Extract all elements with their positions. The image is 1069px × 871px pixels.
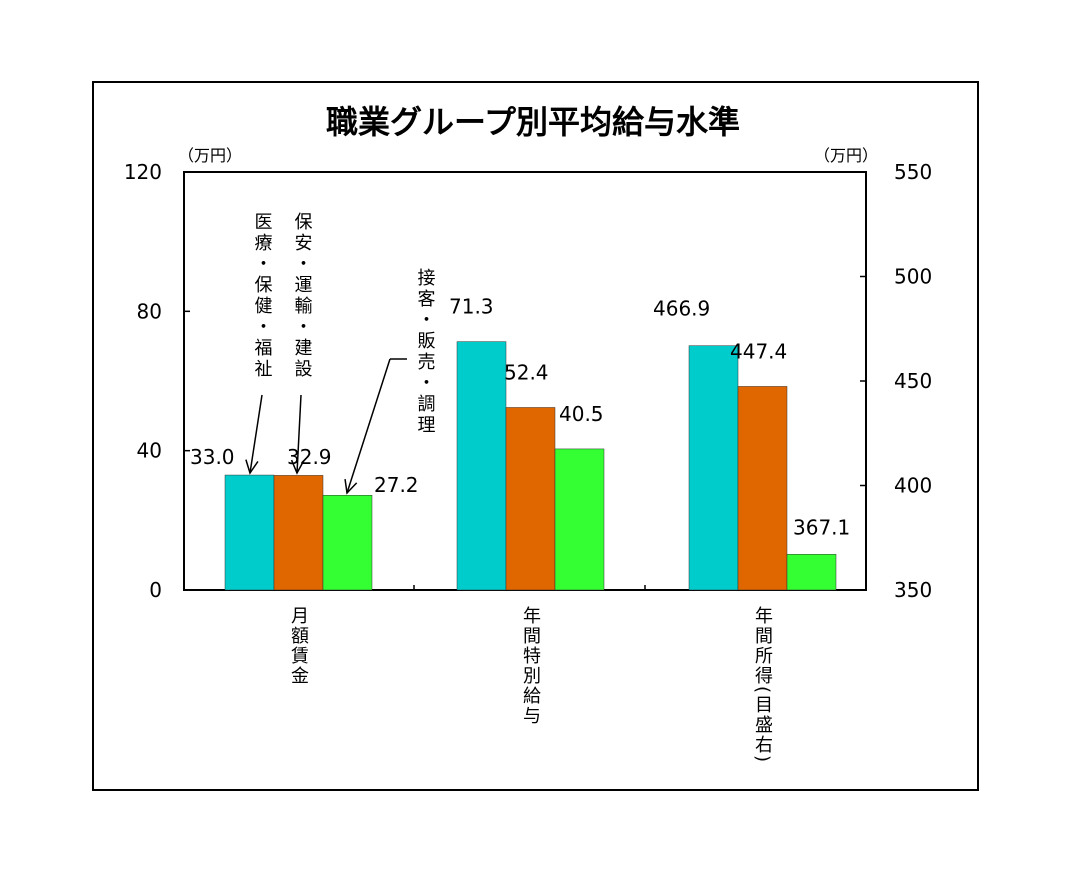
annotation-arrow [249, 394, 263, 474]
data-label: 40.5 [559, 402, 604, 426]
left-axis-unit: （万円） [178, 146, 242, 165]
data-label: 367.1 [793, 515, 850, 539]
bar-2-1 [737, 386, 788, 591]
data-label: 27.2 [374, 473, 419, 497]
bar-0-0 [224, 474, 275, 591]
left-axis-tick-label: 0 [149, 578, 162, 602]
left-axis-tick-label: 40 [137, 439, 162, 463]
annotation-arrow [296, 394, 302, 474]
left-axis-tick-label: 80 [137, 299, 162, 323]
annotation-arrow [346, 358, 391, 494]
right-axis-tick-label: 450 [894, 369, 932, 393]
bar-2-2 [786, 554, 837, 591]
bar-1-1 [505, 407, 556, 591]
data-label: 52.4 [504, 360, 549, 384]
series-annotation: 保安・運輸・建設 [292, 212, 313, 380]
left-axis-tick-label: 120 [124, 160, 162, 184]
data-label: 466.9 [653, 297, 710, 321]
arrowhead-icon [344, 479, 358, 495]
arrowhead-icon [245, 459, 259, 475]
category-label: 月額賃金 [288, 606, 309, 686]
bar-2-0 [688, 345, 739, 591]
series-annotation: 接客・販売・調理 [415, 268, 436, 436]
data-label: 71.3 [449, 295, 494, 319]
data-label: 33.0 [190, 445, 235, 469]
bar-1-0 [456, 341, 507, 591]
title-box [277, 98, 790, 140]
right-axis-tick-label: 500 [894, 265, 932, 289]
data-label: 447.4 [730, 339, 787, 363]
right-axis-tick-label: 550 [894, 160, 932, 184]
category-label: 年間特別給与 [520, 606, 541, 726]
right-axis-unit: （万円） [814, 146, 878, 165]
bar-0-2 [322, 495, 373, 591]
arrowhead-icon [290, 459, 305, 475]
right-axis-tick-label: 400 [894, 474, 932, 498]
series-annotation: 医療・保健・福祉 [252, 212, 273, 380]
bar-1-2 [554, 448, 605, 591]
right-axis-tick-label: 350 [894, 578, 932, 602]
category-label: 年間所得(目盛右) [752, 606, 773, 764]
bar-0-1 [273, 475, 324, 591]
chart-title: 職業グループ別平均給与水準 [326, 103, 740, 141]
